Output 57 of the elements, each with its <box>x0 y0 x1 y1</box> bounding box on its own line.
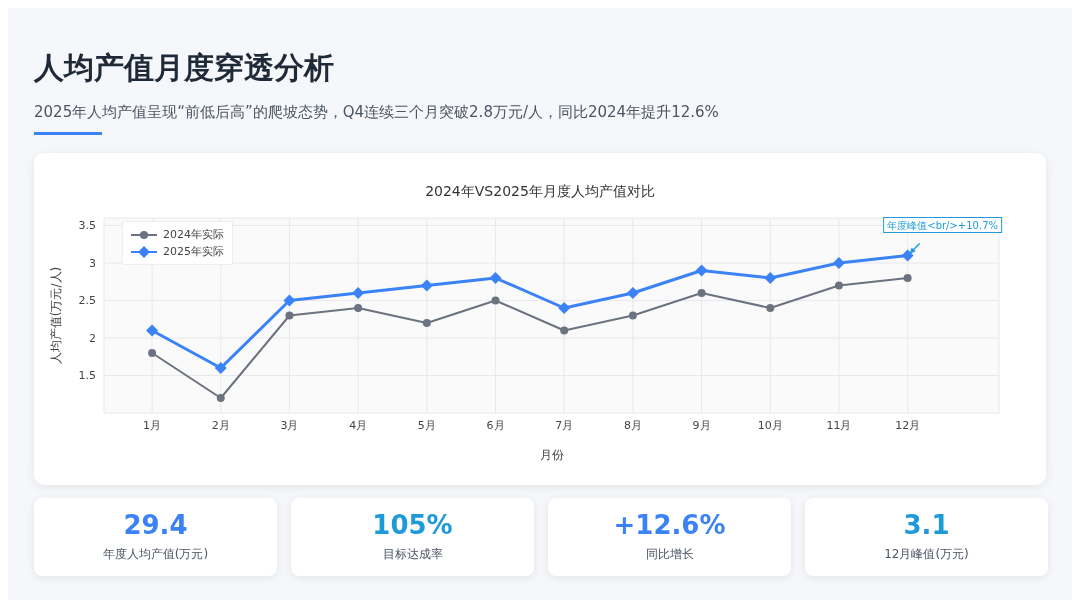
point <box>832 257 845 269</box>
point <box>214 362 227 374</box>
point <box>834 281 843 290</box>
point <box>697 289 706 297</box>
point <box>354 304 363 312</box>
point <box>420 279 433 292</box>
y-tick-label: 3.5 <box>78 219 96 233</box>
y-tick-label: 2 <box>89 331 96 345</box>
legend-label: 2025年实际 <box>163 244 224 259</box>
x-tick-label: 8月 <box>623 418 642 432</box>
point <box>903 274 912 282</box>
x-tick-label: 12月 <box>895 418 921 432</box>
point <box>283 294 296 307</box>
point <box>695 264 708 277</box>
text: 年度人均产值(万元) <box>101 546 210 563</box>
point <box>491 296 500 305</box>
annotation: 年度峰值<br/>+10.7% <box>887 219 999 231</box>
x-tick-label: 11月 <box>826 418 852 432</box>
point <box>558 302 571 314</box>
y-tick-label: 2.5 <box>78 294 96 308</box>
point <box>216 394 225 402</box>
point <box>628 311 637 320</box>
x-tick-label: 5月 <box>417 418 436 432</box>
legend-label: 2024年实际 <box>163 227 224 242</box>
x-tick-label: 9月 <box>692 418 711 432</box>
text: 2025年人均产值呈现“前低后高”的爬坡态势，Q4连续三个月突破2.8万元/人，同比2024年提升12.6% <box>34 103 720 122</box>
text: 同比增长 <box>644 546 695 563</box>
point <box>352 287 365 299</box>
x-tick-label: 2月 <box>211 418 230 432</box>
x-tick-label: 7月 <box>555 418 574 432</box>
text: 目标达成率 <box>381 546 444 563</box>
point <box>285 311 294 320</box>
y-axis-title: 人均产值(万元/人) <box>49 266 64 365</box>
x-tick-label: 6月 <box>486 418 505 432</box>
point <box>146 324 159 337</box>
text: 12月峰值(万元) <box>883 546 970 563</box>
point <box>489 272 502 284</box>
x-tick-label: 10月 <box>757 418 783 432</box>
text: 3.1 <box>902 510 951 540</box>
point <box>626 287 639 299</box>
point <box>560 326 569 335</box>
y-tick-label: 1.5 <box>78 369 96 383</box>
x-axis-title: 月份 <box>539 448 564 462</box>
point <box>766 304 775 312</box>
text: 105% <box>371 510 454 540</box>
chart-title: 2024年VS2025年月度人均产值对比 <box>424 183 656 201</box>
point <box>422 319 431 327</box>
text: 29.4 <box>122 510 189 540</box>
x-tick-label: 3月 <box>280 418 299 432</box>
point <box>901 249 914 262</box>
text: +12.6% <box>612 510 727 540</box>
x-tick-label: 4月 <box>349 418 368 432</box>
point <box>148 349 157 357</box>
point <box>764 272 777 284</box>
y-tick-label: 3 <box>89 256 96 270</box>
x-tick-label: 1月 <box>143 418 162 432</box>
text: 人均产值月度穿透分析 <box>34 49 335 87</box>
